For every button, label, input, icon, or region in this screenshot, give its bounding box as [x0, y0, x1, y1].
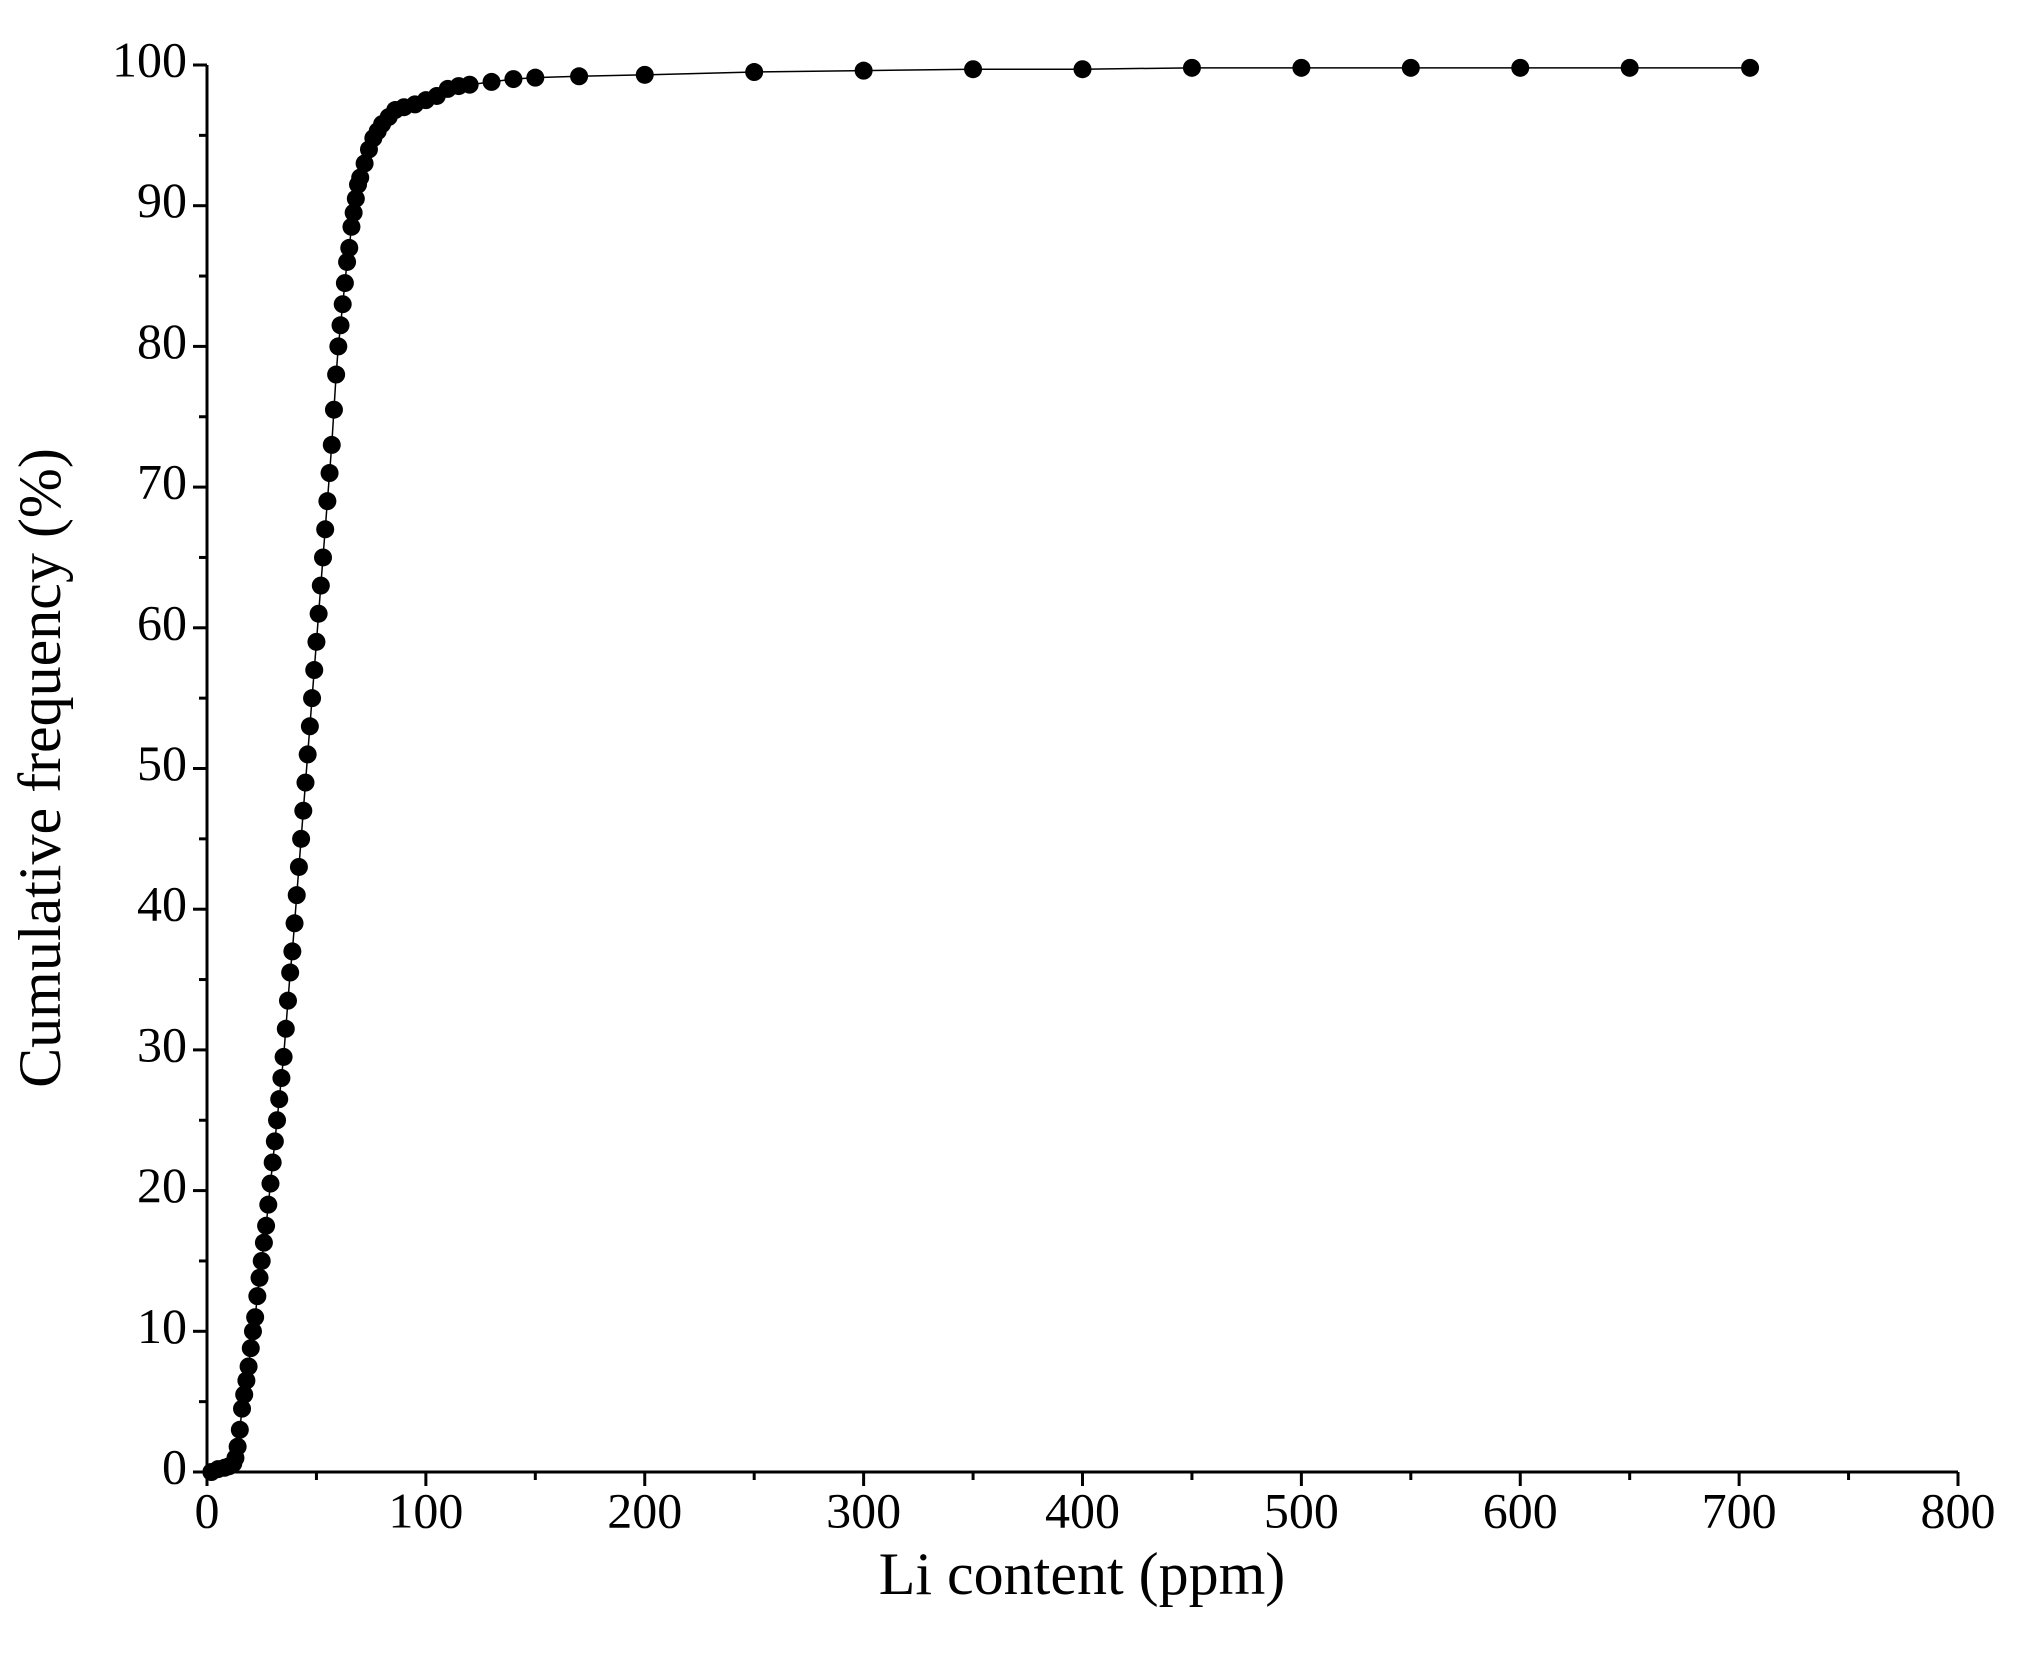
data-point: [570, 67, 589, 86]
data-point: [285, 914, 304, 933]
data-point: [1511, 58, 1530, 77]
data-point: [526, 68, 545, 87]
data-point: [243, 1322, 262, 1341]
data-point: [276, 1019, 295, 1038]
data-point: [237, 1371, 256, 1390]
data-point: [504, 70, 523, 89]
data-point: [635, 65, 654, 84]
data-line: [211, 67, 1751, 1473]
y-tick-label: 20: [137, 1157, 187, 1213]
data-point: [1182, 58, 1201, 77]
data-point: [241, 1339, 260, 1358]
data-point: [854, 61, 873, 80]
data-point: [318, 492, 337, 511]
data-point: [305, 661, 324, 680]
y-tick-label: 30: [137, 1016, 187, 1072]
data-point: [283, 942, 302, 961]
data-point: [250, 1268, 269, 1287]
data-point: [342, 217, 361, 236]
data-point: [964, 60, 983, 79]
data-point: [1741, 58, 1760, 77]
data-point: [344, 203, 363, 222]
data-point: [307, 632, 326, 651]
y-tick-label: 50: [137, 735, 187, 791]
data-point: [322, 435, 341, 454]
data-point: [300, 717, 319, 736]
data-point: [324, 400, 343, 419]
data-point: [289, 857, 308, 876]
data-point: [482, 72, 501, 91]
x-tick-label: 600: [1483, 1482, 1558, 1538]
y-tick-label: 100: [112, 31, 187, 87]
data-point: [346, 189, 365, 208]
y-tick-label: 60: [137, 594, 187, 650]
x-tick-label: 200: [607, 1482, 682, 1538]
data-point: [292, 829, 311, 848]
data-point: [248, 1287, 267, 1306]
data-point: [1073, 60, 1092, 79]
data-point: [261, 1174, 280, 1193]
x-axis-title: Li content (ppm): [879, 1541, 1286, 1607]
x-tick-label: 0: [195, 1482, 220, 1538]
data-point: [228, 1437, 247, 1456]
y-tick-label: 40: [137, 876, 187, 932]
x-tick-label: 300: [826, 1482, 901, 1538]
y-tick-label: 70: [137, 454, 187, 510]
data-point: [351, 168, 370, 187]
data-point: [303, 689, 322, 708]
data-point: [329, 337, 348, 356]
data-point: [230, 1420, 249, 1439]
data-point: [278, 991, 297, 1010]
data-point: [252, 1251, 271, 1270]
data-point: [1620, 58, 1639, 77]
y-axis-title: Cumulative frequency (%): [7, 448, 73, 1088]
data-point: [309, 604, 328, 623]
data-point: [272, 1069, 291, 1088]
data-point: [235, 1385, 254, 1404]
data-point: [263, 1153, 282, 1172]
y-tick-label: 80: [137, 313, 187, 369]
data-point: [333, 295, 352, 314]
data-point: [316, 520, 335, 539]
x-tick-label: 800: [1921, 1482, 1996, 1538]
y-tick-label: 0: [162, 1438, 187, 1494]
y-tick-label: 10: [137, 1298, 187, 1354]
data-point: [355, 154, 374, 173]
data-point: [1292, 58, 1311, 77]
data-point: [340, 238, 359, 257]
data-point: [1401, 58, 1420, 77]
data-point: [335, 274, 354, 293]
data-point: [259, 1195, 278, 1214]
data-point: [320, 464, 339, 483]
data-point: [298, 745, 317, 764]
data-point: [311, 576, 330, 595]
data-point: [270, 1090, 289, 1109]
data-point: [294, 801, 313, 820]
data-point: [296, 773, 315, 792]
y-tick-label: 90: [137, 172, 187, 228]
data-point: [257, 1216, 276, 1235]
x-tick-label: 100: [388, 1482, 463, 1538]
x-tick-label: 400: [1045, 1482, 1120, 1538]
data-point: [327, 365, 346, 384]
data-point: [274, 1047, 293, 1066]
data-point: [233, 1399, 252, 1418]
data-point: [239, 1357, 258, 1376]
x-tick-label: 500: [1264, 1482, 1339, 1538]
x-tick-label: 700: [1702, 1482, 1777, 1538]
data-point: [246, 1308, 265, 1327]
data-point: [268, 1111, 287, 1130]
data-point: [287, 886, 306, 905]
data-point: [281, 963, 300, 982]
data-point: [338, 252, 357, 271]
data-point: [254, 1233, 273, 1252]
data-point: [265, 1132, 284, 1151]
data-point: [460, 75, 479, 94]
data-point: [314, 548, 333, 567]
data-point: [745, 63, 764, 82]
data-point: [331, 316, 350, 335]
